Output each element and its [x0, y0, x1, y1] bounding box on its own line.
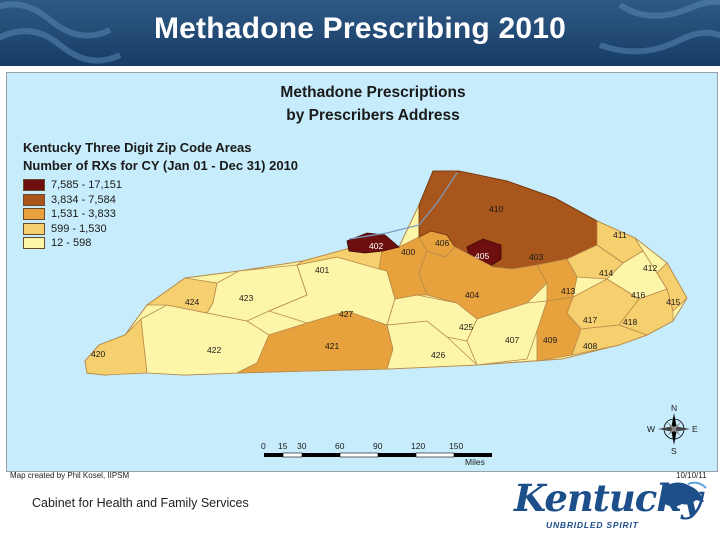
map-subtitle-line2: Number of RXs for CY (Jan 01 - Dec 31) 2… — [23, 158, 299, 173]
zip-label: 408 — [583, 341, 597, 351]
zip-label: 404 — [465, 290, 479, 300]
legend-item: 12 - 598 — [23, 236, 122, 251]
zip-label: 425 — [459, 322, 473, 332]
scale-tick: 0 — [261, 441, 266, 451]
compass-rose: N S E W — [647, 403, 698, 456]
scale-tick: 15 — [278, 441, 288, 451]
region-407 — [466, 300, 548, 366]
logo-wordmark: Kentucky — [514, 476, 702, 520]
legend-label: 12 - 598 — [51, 237, 92, 250]
kentucky-map: 410 402 406 405 403 411 412 401 400 404 … — [84, 170, 698, 467]
kentucky-logo: Kentucky UNBRIDLED SPIRIT — [512, 476, 712, 536]
region-422 — [140, 304, 270, 376]
zip-label: 427 — [339, 309, 353, 319]
legend-swatch — [23, 179, 45, 192]
slide-header: Methadone Prescribing 2010 — [0, 0, 720, 66]
scale-tick: 30 — [297, 441, 307, 451]
map-legend: 7,585 - 17,151 3,834 - 7,584 1,531 - 3,8… — [23, 178, 122, 251]
zip-label: 417 — [583, 315, 597, 325]
legend-label: 599 - 1,530 — [51, 222, 107, 235]
scale-unit: Miles — [465, 457, 485, 467]
region-408 — [571, 324, 649, 356]
zip-label: 421 — [325, 341, 339, 351]
legend-label: 3,834 - 7,584 — [51, 193, 116, 206]
map-date: 10/10/11 — [676, 471, 707, 480]
zip-label: 409 — [543, 335, 557, 345]
legend-item: 3,834 - 7,584 — [23, 193, 122, 208]
zip-label: 416 — [631, 290, 645, 300]
header-decoration — [0, 0, 720, 64]
zip-labels: 410 402 406 405 403 411 412 401 400 404 … — [91, 204, 680, 360]
region-420 — [84, 318, 148, 376]
logo-tagline: UNBRIDLED SPIRIT — [546, 520, 639, 530]
legend-swatch — [23, 222, 45, 235]
footer-text: Cabinet for Health and Family Services — [32, 496, 249, 510]
zip-label: 407 — [505, 335, 519, 345]
zip-label: 405 — [475, 251, 489, 261]
scale-tick: 90 — [373, 441, 383, 451]
compass-e: E — [692, 424, 698, 434]
compass-n: N — [671, 403, 677, 413]
zip-label: 422 — [207, 345, 221, 355]
legend-label: 1,531 - 3,833 — [51, 208, 116, 221]
zip-label: 413 — [561, 286, 575, 296]
zip-label: 424 — [185, 297, 199, 307]
ohio-river — [348, 172, 458, 240]
map-subtitle-line1: Kentucky Three Digit Zip Code Areas — [23, 140, 252, 155]
map-subtitle: Kentucky Three Digit Zip Code Areas Numb… — [23, 139, 298, 175]
legend-item: 1,531 - 3,833 — [23, 207, 122, 222]
region-402 — [346, 232, 400, 254]
zip-label: 415 — [666, 297, 680, 307]
zip-label: 412 — [643, 263, 657, 273]
region-414 — [566, 244, 624, 280]
zip-label: 401 — [315, 265, 329, 275]
compass-s: S — [671, 446, 677, 456]
zip-label: 414 — [599, 268, 613, 278]
zip-label: 406 — [435, 238, 449, 248]
region-415 — [656, 262, 688, 312]
legend-swatch — [23, 193, 45, 206]
scale-tick: 60 — [335, 441, 345, 451]
map-title-line2: by Prescribers Address — [286, 107, 460, 124]
legend-item: 599 - 1,530 — [23, 222, 122, 237]
map-title: Methadone Prescriptions by Prescribers A… — [243, 81, 503, 127]
slide-title: Methadone Prescribing 2010 — [153, 12, 566, 45]
legend-item: 7,585 - 17,151 — [23, 178, 122, 193]
scale-tick: 120 — [411, 441, 425, 451]
zip-label: 420 — [91, 349, 105, 359]
legend-swatch — [23, 237, 45, 250]
horse-icon — [662, 481, 707, 507]
zip-label: 403 — [529, 252, 543, 262]
legend-swatch — [23, 208, 45, 221]
scale-tick: 150 — [449, 441, 463, 451]
zip-label: 423 — [239, 293, 253, 303]
scale-bar: 0 15 30 60 90 120 150 Miles — [261, 441, 492, 467]
zip-label: 410 — [489, 204, 503, 214]
compass-w: W — [647, 424, 655, 434]
zip-label: 418 — [623, 317, 637, 327]
map-title-line1: Methadone Prescriptions — [280, 84, 466, 101]
zip-label: 402 — [369, 241, 383, 251]
map-credit: Map created by Phil Kosel, IIPSM — [10, 471, 130, 480]
legend-label: 7,585 - 17,151 — [51, 179, 122, 192]
zip-label: 411 — [613, 230, 627, 240]
zip-label: 400 — [401, 247, 415, 257]
map-frame: 410 402 406 405 403 411 412 401 400 404 … — [6, 72, 718, 472]
zip-label: 426 — [431, 350, 445, 360]
